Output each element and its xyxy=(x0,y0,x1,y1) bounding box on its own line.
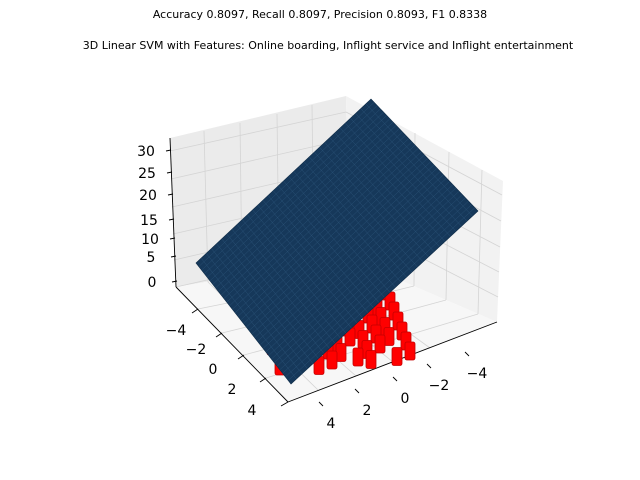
surface-mesh-line xyxy=(246,158,428,328)
surface-mesh-line xyxy=(268,184,453,356)
data-point xyxy=(326,350,338,370)
surface-mesh-line xyxy=(360,108,468,222)
y-tick-mark xyxy=(215,332,223,338)
z-tick-label: 0 xyxy=(148,275,157,291)
surface-mesh-line xyxy=(262,177,447,349)
surface-mesh-line xyxy=(355,113,462,227)
surface-mesh-line xyxy=(288,207,476,381)
z-tick-label: 10 xyxy=(141,232,159,248)
surface-mesh-line xyxy=(309,156,413,273)
y-tick-label: −4 xyxy=(166,323,187,339)
x-tick-mark xyxy=(318,401,324,407)
surface-mesh-line xyxy=(329,137,435,252)
z-tick-mark xyxy=(166,171,173,174)
x-tick-label: 4 xyxy=(327,416,336,432)
surface-mesh-line xyxy=(319,147,424,263)
y-tick-mark xyxy=(191,308,199,314)
data-point xyxy=(335,343,347,362)
data-point xyxy=(383,327,395,346)
z-tick-mark xyxy=(167,193,174,196)
z-tick-label: 30 xyxy=(137,144,155,160)
x-tick-mark xyxy=(354,388,360,394)
surface-mesh-line xyxy=(298,166,402,283)
data-point xyxy=(404,341,416,361)
z-tick-mark xyxy=(170,255,177,258)
surface-mesh-line xyxy=(257,171,441,342)
y-tick-label: 2 xyxy=(228,382,237,398)
surface-mesh-line xyxy=(324,142,429,257)
surface-mesh-line xyxy=(271,187,457,360)
surface-mesh-line xyxy=(285,204,472,378)
z-tick-mark xyxy=(168,218,175,221)
data-point xyxy=(365,350,377,369)
surface-mesh-line xyxy=(254,168,438,338)
x-tick-label: 2 xyxy=(363,403,372,419)
surface-mesh-line xyxy=(334,132,440,247)
surface-mesh-line xyxy=(251,164,435,335)
y-tick-label: 4 xyxy=(248,403,257,419)
data-point xyxy=(352,347,364,367)
surface-mesh-line xyxy=(276,194,463,367)
surface-mesh-line xyxy=(248,161,431,331)
surface-mesh-line xyxy=(274,191,460,363)
z-axis-line xyxy=(169,137,177,288)
surface-mesh-line xyxy=(350,118,457,232)
surface-mesh-line xyxy=(345,122,451,237)
y-tick-mark xyxy=(259,377,267,383)
surface-mesh-line xyxy=(260,174,444,346)
z-tick-label: 20 xyxy=(139,188,157,204)
y-tick-label: −2 xyxy=(186,342,207,358)
surface-mesh-line xyxy=(314,151,418,268)
surface-mesh-line xyxy=(279,197,466,370)
chart-title: 3D Linear SVM with Features: Online boar… xyxy=(83,39,574,52)
x-tick-label: 0 xyxy=(401,391,410,407)
surface-mesh-line xyxy=(339,127,446,242)
x-tick-label: −4 xyxy=(467,366,488,382)
z-tick-mark xyxy=(169,237,176,240)
z-tick-mark xyxy=(171,280,178,283)
y-tick-mark xyxy=(280,401,289,407)
y-axis-line xyxy=(175,286,289,403)
surface-plane xyxy=(195,98,479,385)
z-tick-label: 5 xyxy=(147,250,156,266)
data-point xyxy=(391,347,403,366)
surface-mesh-line xyxy=(243,154,425,324)
x-tick-label: −2 xyxy=(429,378,450,394)
decision-surface xyxy=(195,98,479,385)
z-tick-label: 25 xyxy=(138,166,156,182)
data-point xyxy=(374,334,386,354)
x-tick-mark xyxy=(392,376,398,382)
surface-mesh-line xyxy=(365,103,473,217)
y-tick-label: 0 xyxy=(209,362,218,378)
surface-mesh-line xyxy=(282,200,469,374)
chart-suptitle: Accuracy 0.8097, Recall 0.8097, Precisio… xyxy=(153,8,487,21)
surface-mesh-line xyxy=(288,176,391,293)
x-tick-mark xyxy=(426,363,432,369)
surface-mesh-line xyxy=(303,161,407,278)
surface-mesh-line xyxy=(293,171,396,288)
x-tick-mark xyxy=(464,351,470,357)
y-tick-mark xyxy=(237,354,245,360)
surface-mesh-line xyxy=(265,181,450,353)
z-tick-mark xyxy=(165,149,172,152)
z-tick-label: 15 xyxy=(140,213,158,229)
